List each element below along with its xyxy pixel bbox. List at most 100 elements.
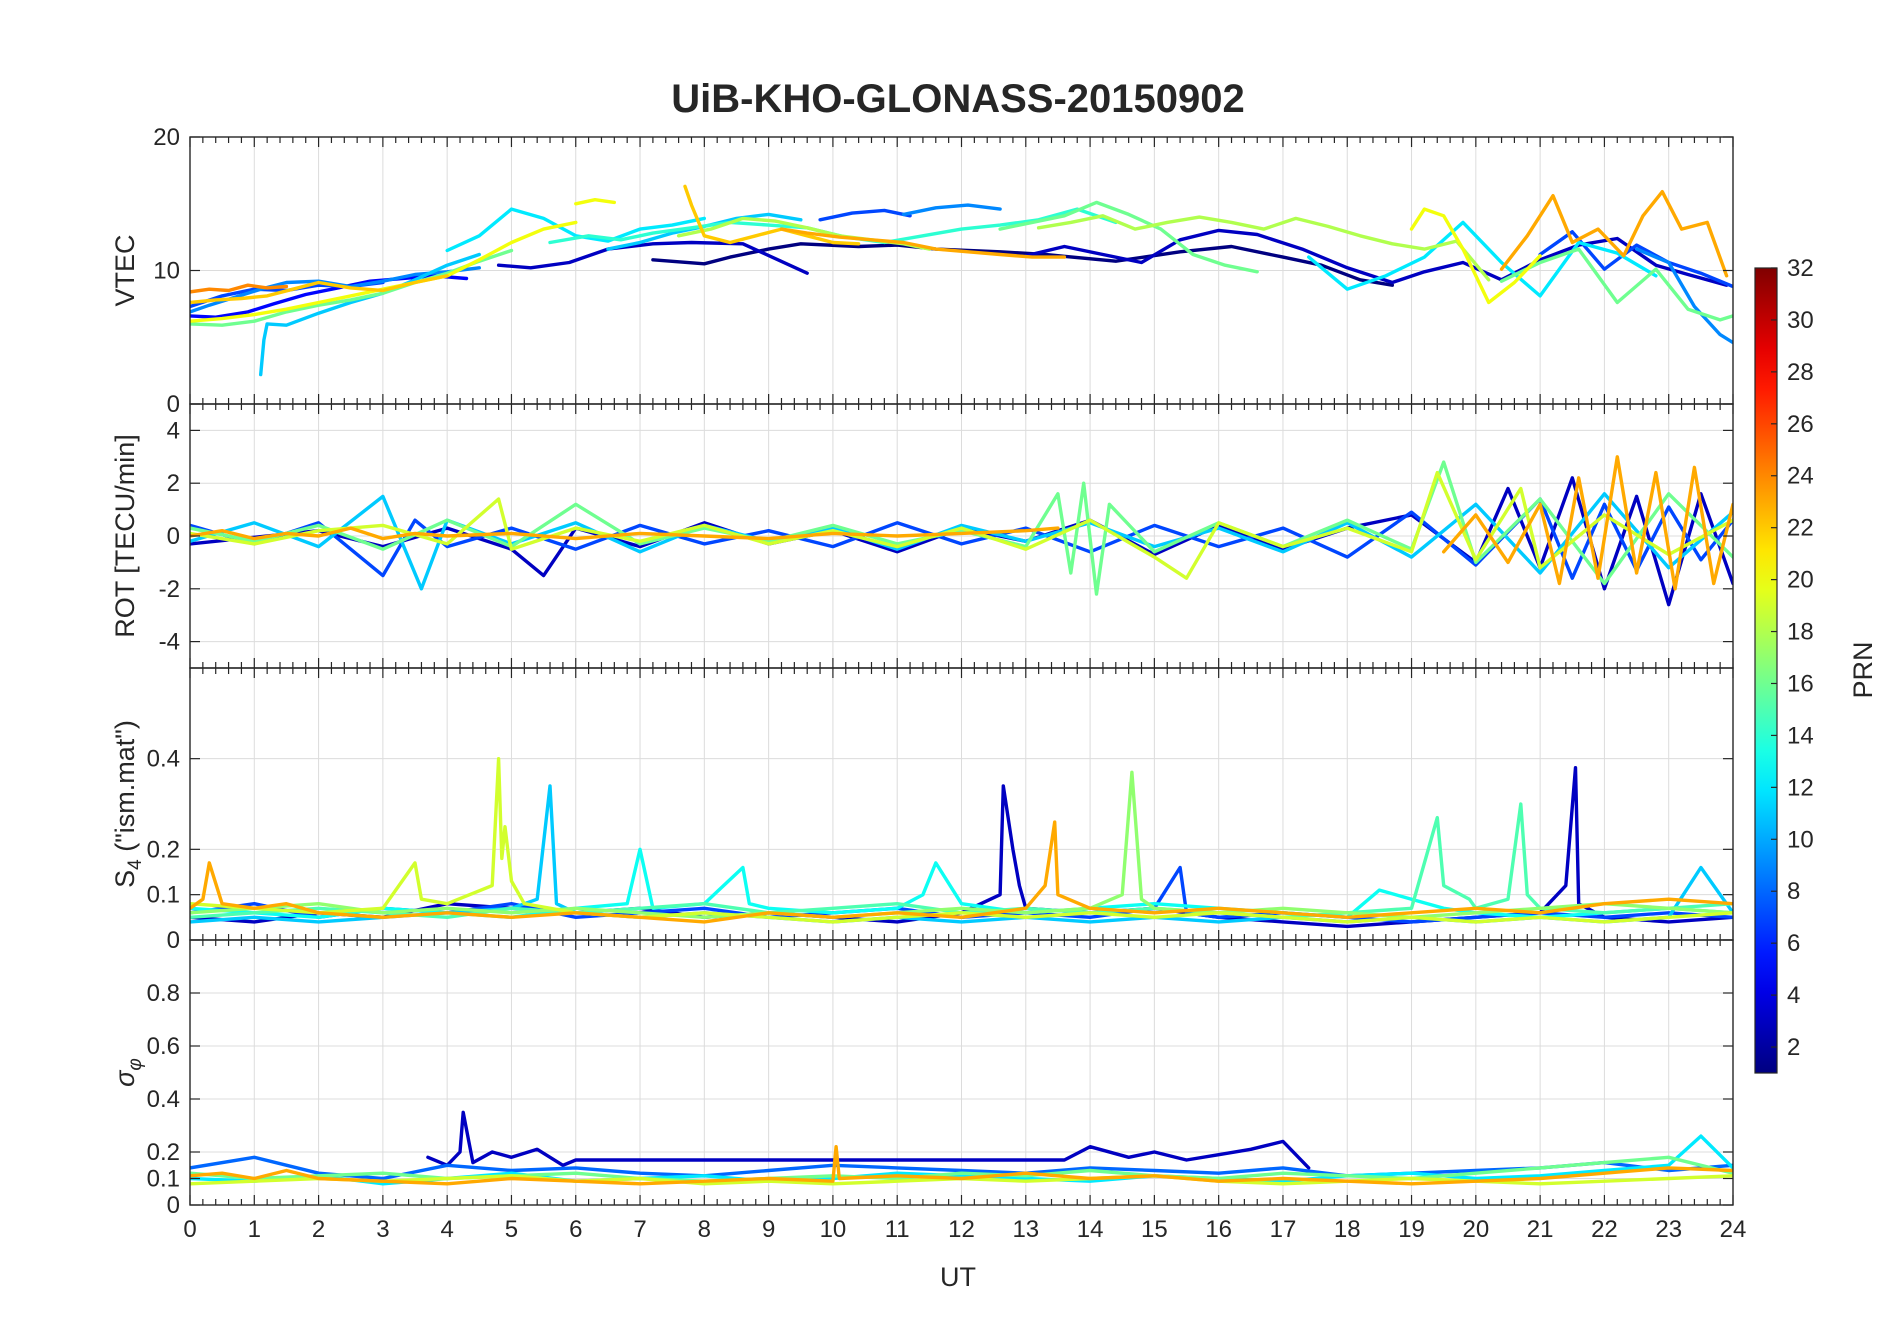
y-tick-label: 0.4 xyxy=(147,746,180,773)
x-tick-label: 19 xyxy=(1398,1216,1425,1243)
colorbar-tick-label: 4 xyxy=(1787,982,1800,1009)
colorbar-tick-label: 26 xyxy=(1787,411,1814,438)
traces xyxy=(190,757,1733,929)
x-tick-label: 8 xyxy=(698,1216,711,1243)
x-tick-label: 20 xyxy=(1462,1216,1489,1243)
x-tick-label: 7 xyxy=(633,1216,646,1243)
series-prn-11 xyxy=(259,252,481,377)
colorbar-tick-label: 32 xyxy=(1787,255,1814,282)
y-tick-label: 0.1 xyxy=(147,882,180,909)
colorbar-gradient xyxy=(1754,267,1778,1074)
colorbar-tick-label: 20 xyxy=(1787,567,1814,594)
x-tick-label: 21 xyxy=(1527,1216,1554,1243)
colorbar-tick-label: 12 xyxy=(1787,774,1814,801)
colorbar-tick-label: 10 xyxy=(1787,826,1814,853)
y-tick-label: 10 xyxy=(153,258,180,285)
x-tick-label: 5 xyxy=(505,1216,518,1243)
y-label-rest: ("ism.mat") xyxy=(110,720,140,859)
x-tick-label: 12 xyxy=(948,1216,975,1243)
x-tick-label: 11 xyxy=(885,1216,910,1243)
x-tick-label: 2 xyxy=(312,1216,325,1243)
y-tick-label: 0.6 xyxy=(147,1033,180,1060)
series-prn-9 xyxy=(901,203,1002,217)
series-prn-17 xyxy=(190,770,1733,919)
colorbar-label: PRN xyxy=(1848,641,1878,698)
y-tick-label: 2 xyxy=(167,470,180,497)
series-prn-20 xyxy=(574,198,616,206)
colorbar-tick-label: 2 xyxy=(1787,1034,1800,1061)
y-tick-label: 0 xyxy=(167,391,180,418)
series-prn-9 xyxy=(1634,247,1733,345)
series-prn-7 xyxy=(1538,230,1733,289)
series-prn-22 xyxy=(683,184,861,246)
colorbar-tick-label: 18 xyxy=(1787,619,1814,646)
traces xyxy=(190,184,1733,377)
panel-s4: 0 0.1 0.2 0.4S4 ("ism.mat") xyxy=(110,667,1734,954)
x-tick-label: 15 xyxy=(1141,1216,1168,1243)
x-tick-label: 16 xyxy=(1205,1216,1232,1243)
series-prn-16 xyxy=(998,200,1259,274)
x-tick-label: 17 xyxy=(1270,1216,1297,1243)
x-axis-label: UT xyxy=(940,1262,976,1292)
x-tick-label: 14 xyxy=(1077,1216,1104,1243)
y-tick-label: -2 xyxy=(159,576,180,603)
series-prn-3 xyxy=(426,1110,1311,1170)
series-prn-23 xyxy=(190,1145,1733,1186)
x-tick-label: 24 xyxy=(1720,1216,1747,1243)
series-prn-7 xyxy=(818,208,912,222)
series-prn-23 xyxy=(1499,190,1729,278)
y-tick-label: 0 xyxy=(167,1192,180,1219)
y-label-main: σ xyxy=(110,1069,140,1087)
series-prn-3 xyxy=(496,240,809,275)
colorbar-tick-label: 16 xyxy=(1787,670,1814,697)
y-axis-label-rot: ROT [TECU/min] xyxy=(110,434,140,638)
x-tick-label: 4 xyxy=(440,1216,453,1243)
x-tick-label: 6 xyxy=(569,1216,582,1243)
panel-rot: -4 -2 0 2 4 ROT [TECU/min] xyxy=(110,403,1734,669)
x-tick-label: 3 xyxy=(376,1216,389,1243)
y-axis-label-sigma_phi: σφ xyxy=(110,1058,146,1087)
y-tick-label: -4 xyxy=(159,629,180,656)
colorbar-tick-label: 24 xyxy=(1787,463,1814,490)
colorbar-tick-label: 30 xyxy=(1787,307,1814,334)
x-tick-label: 9 xyxy=(762,1216,775,1243)
x-tick-label: 10 xyxy=(820,1216,847,1243)
x-tick-label: 22 xyxy=(1591,1216,1618,1243)
series-prn-8 xyxy=(190,1155,1733,1181)
colorbar-tick-label: 14 xyxy=(1787,722,1814,749)
series-prn-1 xyxy=(651,242,1394,287)
y-tick-label: 0.8 xyxy=(147,980,180,1007)
y-label-main: S xyxy=(110,870,140,888)
series-prn-3 xyxy=(1024,228,1729,287)
colorbar-tick-label: 6 xyxy=(1787,930,1800,957)
panel-vtec: 0 10 20 VTEC xyxy=(110,124,1734,418)
colorbar-tick-label: 28 xyxy=(1787,359,1814,386)
series-prn-24 xyxy=(190,283,289,294)
traces xyxy=(190,455,1733,607)
x-tick-label: 18 xyxy=(1334,1216,1361,1243)
y-tick-label: 4 xyxy=(167,417,180,444)
y-tick-label: 0 xyxy=(167,523,180,550)
colorbar-tick-label: 22 xyxy=(1787,515,1814,542)
series-prn-12 xyxy=(1307,220,1658,298)
y-tick-label: 0.2 xyxy=(147,836,180,863)
series-prn-12 xyxy=(445,207,706,253)
y-axis-label-vtec: VTEC xyxy=(110,234,140,306)
y-tick-label: 0.1 xyxy=(147,1166,180,1193)
y-tick-label: 0 xyxy=(167,927,180,954)
series-prn-20 xyxy=(1409,207,1542,305)
chart-title: UiB-KHO-GLONASS-20150902 xyxy=(671,77,1245,121)
series-prn-18 xyxy=(1036,214,1491,282)
y-axis-label-s4: S4 ("ism.mat") xyxy=(110,720,146,888)
series-prn-23 xyxy=(190,526,1060,541)
series-prn-22 xyxy=(190,274,449,305)
colorbar-tick-label: 8 xyxy=(1787,878,1800,905)
series-prn-16 xyxy=(1499,247,1733,322)
series-prn-23 xyxy=(779,227,1067,259)
y-label-sub: φ xyxy=(125,1058,146,1070)
y-tick-label: 0.2 xyxy=(147,1139,180,1166)
